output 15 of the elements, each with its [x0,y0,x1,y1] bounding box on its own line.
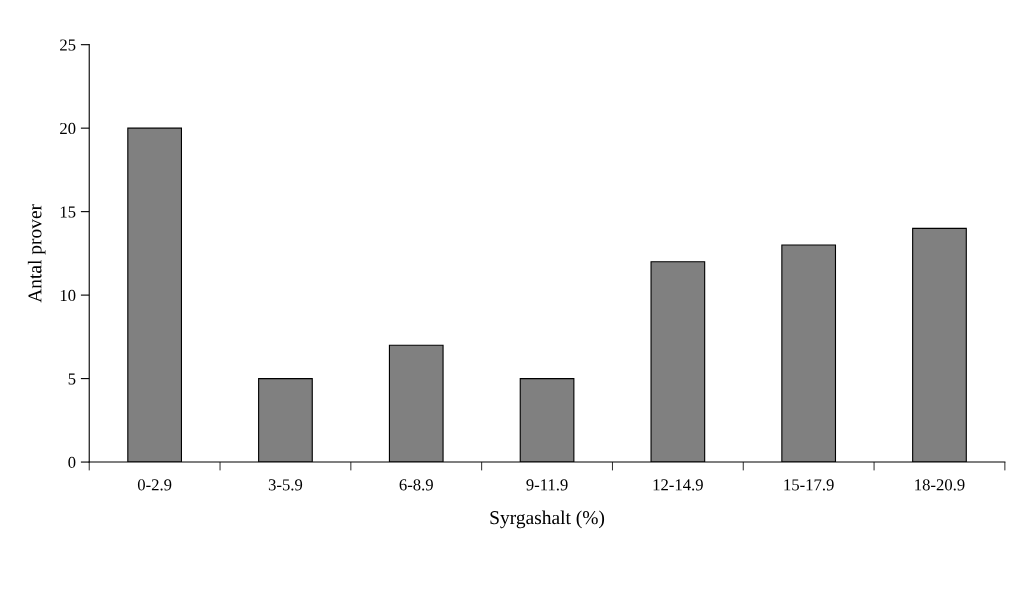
x-tick-label: 15-17.9 [784,479,834,491]
y-tick-label: 15 [60,206,76,218]
x-tick-label: 3-5.9 [268,479,303,491]
y-tick-label: 25 [60,39,76,51]
x-tick-label: 6-8.9 [399,479,433,491]
y-tick-label: 5 [68,373,76,385]
x-tick-label: 0-2.9 [137,479,172,491]
y-tick-label: 0 [68,456,76,469]
y-tick-label: 10 [60,289,76,302]
y-axis-title: Antal prover [27,204,46,303]
x-tick-label: 12-14.9 [653,479,703,491]
x-tick-label: 9-11.9 [526,479,568,491]
x-axis-title: Syrgashalt (%) [490,510,605,529]
x-tick-label: 18-20.9 [915,479,965,491]
y-tick-label: 20 [60,122,76,135]
